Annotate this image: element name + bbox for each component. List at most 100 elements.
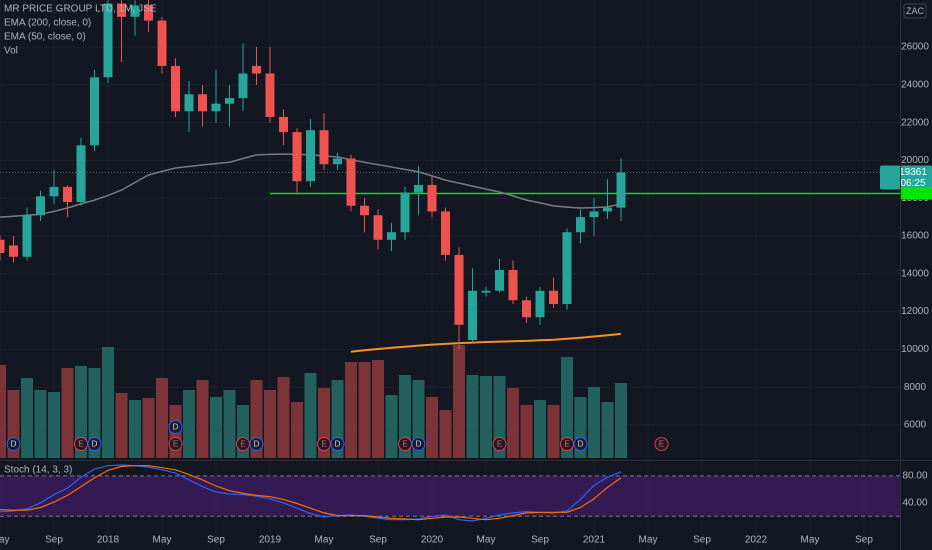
event-label: D — [254, 440, 260, 449]
volume-bar — [561, 357, 573, 458]
candle-body — [198, 94, 207, 112]
stoch-title: Stoch (14, 3, 3) — [4, 465, 72, 476]
volume-bar — [183, 390, 195, 458]
y-tick-label: 80.00 — [902, 470, 927, 481]
volume-bar — [588, 387, 600, 458]
y-tick-label: 12000 — [901, 306, 929, 317]
candle-body — [76, 145, 86, 202]
candle-body — [414, 184, 423, 193]
countdown: 06:25 — [900, 178, 925, 189]
event-label: E — [78, 440, 83, 449]
candle-body — [373, 215, 383, 240]
y-tick-label: 8000 — [904, 382, 927, 393]
volume-bar — [372, 360, 384, 458]
candle-body — [144, 5, 153, 21]
volume-bar — [264, 390, 276, 458]
event-label: D — [335, 440, 341, 449]
currency: ZAC — [906, 6, 925, 16]
volume-bar — [534, 400, 546, 458]
x-tick-label: 2020 — [421, 535, 444, 546]
x-tick-label: May — [0, 535, 9, 546]
stoch-pane — [0, 462, 900, 550]
candle-body — [576, 217, 585, 233]
candle-body — [22, 215, 32, 257]
volume-bar — [453, 345, 465, 458]
volume-bar — [466, 375, 479, 458]
y-tick-label: 20000 — [901, 155, 929, 166]
y-tick-label: 40.00 — [902, 497, 927, 508]
volume-bar — [480, 376, 492, 458]
volume-bar — [345, 362, 357, 458]
candle-body — [333, 158, 342, 165]
volume-bar — [61, 368, 74, 458]
volume-bar — [21, 378, 33, 458]
x-tick-label: Sep — [855, 535, 873, 546]
event-label: D — [92, 440, 98, 449]
event-label: E — [321, 440, 326, 449]
volume-bar — [399, 375, 411, 458]
candle-body — [184, 94, 194, 112]
volume-bar — [88, 368, 101, 458]
candle-body — [549, 290, 558, 305]
volume-bar — [75, 366, 87, 458]
event-marker — [492, 437, 507, 451]
candle-body — [360, 205, 369, 216]
event-marker — [6, 437, 21, 451]
price-pane: D E DDE E D E D E D E E D E — [0, 0, 900, 459]
y-tick-label: 6000 — [904, 420, 927, 431]
volume-bar — [156, 378, 168, 458]
volume-bar — [507, 388, 519, 458]
event-label: D — [173, 423, 179, 432]
candle-body — [0, 239, 5, 253]
y-tick-label: 22000 — [901, 117, 929, 128]
price-label-box — [880, 165, 932, 190]
volume-bar — [601, 402, 614, 458]
candle-body — [400, 192, 410, 233]
price-label: 19361 — [899, 167, 927, 178]
event-label: E — [173, 440, 178, 449]
y-tick-label: 10000 — [901, 344, 929, 355]
candle-body — [9, 245, 18, 257]
x-tick-label: May — [639, 535, 658, 546]
event-marker — [168, 420, 183, 434]
candle-body — [387, 232, 396, 240]
event-label: D — [416, 440, 422, 449]
volume-bar — [385, 395, 398, 458]
event-label: E — [564, 440, 569, 449]
x-tick-label: May — [315, 535, 334, 546]
stoch-line — [0, 465, 622, 521]
candle-body — [603, 207, 612, 212]
event-marker — [573, 437, 588, 451]
volume-bar — [210, 397, 222, 458]
candle-body — [279, 116, 288, 133]
event-marker — [330, 437, 345, 451]
stoch-band — [0, 475, 900, 517]
currency-box — [903, 3, 927, 19]
x-tick-label: May — [801, 535, 820, 546]
volume-bar — [277, 377, 290, 458]
event-marker — [87, 437, 102, 451]
volume-bar — [304, 373, 317, 458]
legend-entry: Vol — [4, 46, 18, 57]
x-tick-label: Sep — [45, 535, 63, 546]
candle-body — [90, 77, 99, 146]
x-tick-label: May — [153, 535, 172, 546]
candle-body — [481, 290, 491, 293]
candle-body — [157, 20, 167, 66]
event-label: E — [402, 440, 407, 449]
y-tick-label: 14000 — [901, 268, 929, 279]
candle-body — [292, 132, 302, 182]
volume-bar — [142, 398, 155, 458]
event-marker — [411, 437, 426, 451]
legend-entry: EMA (200, close, 0) — [4, 18, 91, 29]
volume-bar — [48, 392, 60, 458]
x-tick-label: 2022 — [745, 535, 768, 546]
volume-bar — [115, 393, 128, 458]
event-label: D — [578, 440, 584, 449]
x-tick-label: 2018 — [97, 535, 120, 546]
x-tick-label: Sep — [369, 535, 387, 546]
candle-body — [495, 270, 504, 291]
candle-body — [562, 232, 572, 305]
candle-body — [589, 211, 599, 218]
event-label: D — [11, 440, 17, 449]
